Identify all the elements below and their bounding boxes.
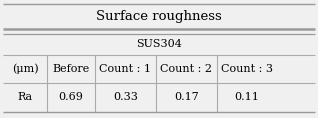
Text: Ra: Ra [17, 92, 32, 102]
Text: Count : 3: Count : 3 [221, 64, 273, 74]
Text: (μm): (μm) [12, 64, 38, 74]
Text: SUS304: SUS304 [136, 39, 182, 49]
Text: Surface roughness: Surface roughness [96, 10, 222, 23]
Text: Before: Before [52, 64, 90, 74]
Text: 0.33: 0.33 [113, 92, 138, 102]
Text: Count : 2: Count : 2 [160, 64, 212, 74]
Text: 0.11: 0.11 [235, 92, 259, 102]
Text: 0.17: 0.17 [174, 92, 199, 102]
Text: 0.69: 0.69 [59, 92, 83, 102]
Text: Count : 1: Count : 1 [100, 64, 151, 74]
